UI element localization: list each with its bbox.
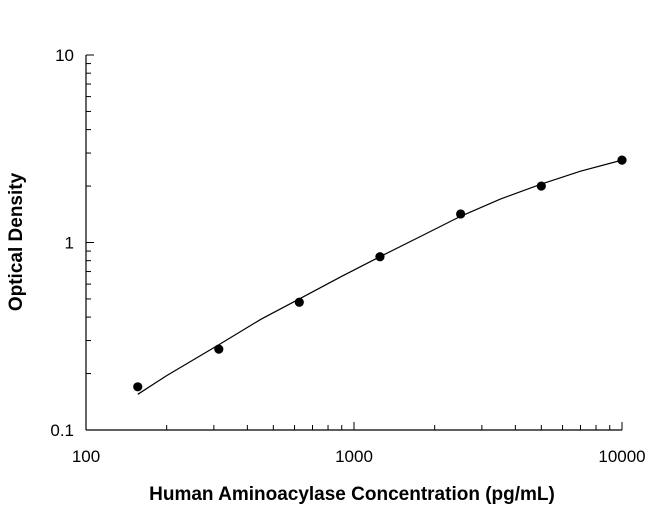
fit-curve xyxy=(137,159,623,395)
data-point xyxy=(617,155,627,165)
y-tick-label: 1 xyxy=(65,234,74,253)
data-point xyxy=(536,181,546,191)
x-axis-title: Human Aminoacylase Concentration (pg/mL) xyxy=(149,484,555,505)
data-point xyxy=(133,382,143,392)
axis-ticks xyxy=(85,54,623,431)
y-axis-title: Optical Density xyxy=(6,172,27,311)
data-point xyxy=(294,297,304,307)
x-tick-label: 1000 xyxy=(335,447,373,466)
y-tick-label: 10 xyxy=(55,46,74,65)
y-tick-label: 0.1 xyxy=(50,421,74,440)
data-point xyxy=(456,209,466,219)
tick-labels: 100 1000 10000 0.1 1 10 xyxy=(50,46,645,466)
x-tick-label: 10000 xyxy=(598,447,645,466)
x-tick-label: 100 xyxy=(72,447,100,466)
data-point xyxy=(375,252,385,262)
data-point xyxy=(214,344,224,354)
plot-area xyxy=(133,155,627,395)
